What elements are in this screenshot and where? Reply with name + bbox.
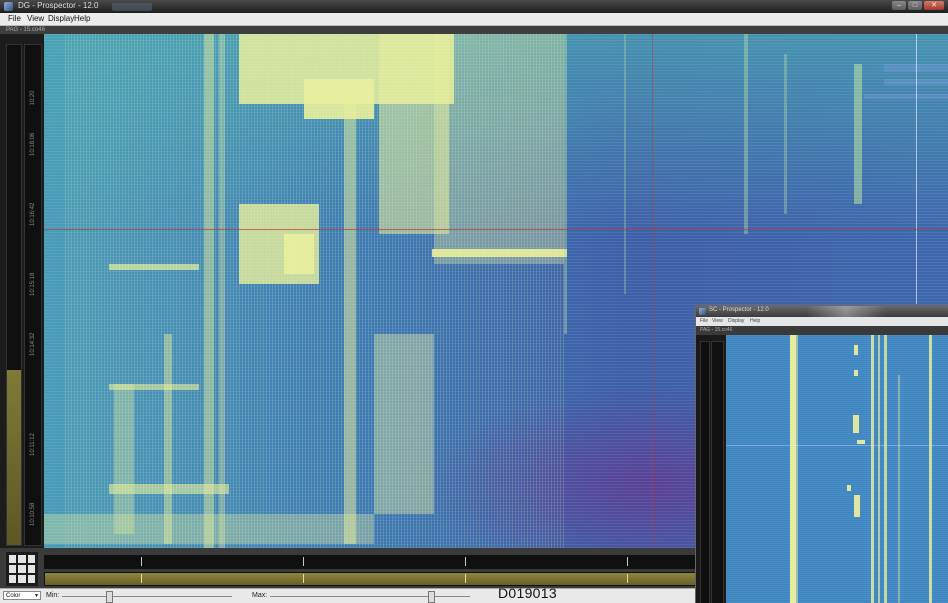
scale-tick (303, 574, 304, 583)
grid-icon-cell (18, 555, 26, 563)
time-tick: 10:20 (30, 90, 36, 106)
inset-menu-view[interactable]: View (712, 318, 723, 324)
grid-icon-cell (18, 575, 26, 583)
scale-tick (465, 557, 466, 566)
grid-icon-cell (9, 555, 17, 563)
min-slider[interactable] (62, 591, 232, 603)
time-tick: 10:18:06 (30, 132, 36, 156)
menu-bar: File View Display Help (0, 13, 948, 26)
time-tick: 10:14:32 (30, 332, 36, 356)
scale-tick (141, 557, 142, 566)
color-select[interactable]: Color ▼ (3, 591, 41, 600)
level-meter[interactable] (6, 44, 22, 546)
inset-menu-bar: File View Display Help (696, 317, 948, 326)
window-controls: – □ ✕ (892, 1, 944, 10)
menu-display[interactable]: Display (48, 14, 75, 23)
frequency-level-track[interactable] (44, 572, 702, 586)
max-slider[interactable] (270, 591, 470, 603)
frequency-scale-track[interactable] (44, 555, 702, 569)
scale-tick (627, 574, 628, 583)
spectrogram-image (44, 34, 948, 548)
grid-icon-cell (27, 555, 35, 563)
scale-tick (141, 574, 142, 583)
level-meter-fill (7, 370, 21, 545)
app-icon (4, 2, 13, 11)
status-text: PAG - 15.co46 (6, 27, 45, 33)
menu-help[interactable]: Help (74, 14, 91, 23)
figure-caption: D019013 (498, 585, 557, 601)
time-tick: 10:11:12 (30, 433, 36, 456)
layout-grid-button[interactable] (6, 552, 38, 586)
inset-menu-display[interactable]: Display (728, 318, 745, 324)
time-ruler[interactable]: 10:20 10:18:06 10:16:42 10:15:18 10:14:3… (24, 44, 42, 546)
window-title: DG - Prospector - 12.0 (18, 1, 99, 10)
status-line: PAG - 15.co46 (0, 26, 948, 34)
color-select-value: Color (6, 593, 21, 599)
left-panel: 10:20 10:18:06 10:16:42 10:15:18 10:14:3… (0, 34, 44, 548)
inset-time-ruler[interactable] (711, 341, 724, 603)
title-bar: DG - Prospector - 12.0 – □ ✕ (0, 0, 948, 13)
grid-icon-cell (27, 575, 35, 583)
grid-icon-cell (9, 575, 17, 583)
scale-tick (465, 574, 466, 583)
title-tab (112, 3, 152, 11)
time-tick: 10:15:18 (30, 272, 36, 296)
inset-menu-file[interactable]: File (700, 318, 709, 324)
inset-spectrogram[interactable] (726, 335, 948, 603)
inset-left-panel (696, 335, 726, 603)
inset-window[interactable]: SC - Prospector - 12.0 File View Display… (695, 305, 948, 603)
inset-window-title: SC - Prospector - 12.0 (709, 307, 769, 313)
minimize-button[interactable]: – (892, 1, 906, 10)
inset-status-text: PAG - 15.co46 (700, 327, 733, 333)
time-tick: 10:10:58 (30, 502, 36, 526)
min-slider-thumb[interactable] (106, 591, 113, 603)
menu-view[interactable]: View (27, 14, 45, 23)
min-label: Min: (46, 592, 60, 599)
inset-status-line: PAG - 15.co46 (696, 326, 948, 335)
menu-file[interactable]: File (8, 14, 21, 23)
grid-icon-cell (9, 565, 17, 573)
scale-tick (303, 557, 304, 566)
grid-icon-cell (27, 565, 35, 573)
grid-icon-cell (18, 565, 26, 573)
spectrogram-view[interactable] (44, 34, 948, 548)
inset-spectrogram-image (726, 335, 948, 603)
inset-title-bar: SC - Prospector - 12.0 (696, 306, 948, 317)
scale-tick (627, 557, 628, 566)
inset-level-meter[interactable] (700, 341, 710, 603)
maximize-button[interactable]: □ (908, 1, 922, 10)
inset-menu-help[interactable]: Help (750, 318, 761, 324)
close-button[interactable]: ✕ (924, 1, 944, 10)
title-glare (806, 306, 886, 317)
max-label: Max: (252, 592, 268, 599)
max-slider-thumb[interactable] (428, 591, 435, 603)
chevron-down-icon: ▼ (34, 593, 39, 599)
time-tick: 10:16:42 (30, 202, 36, 226)
app-icon (699, 308, 706, 315)
